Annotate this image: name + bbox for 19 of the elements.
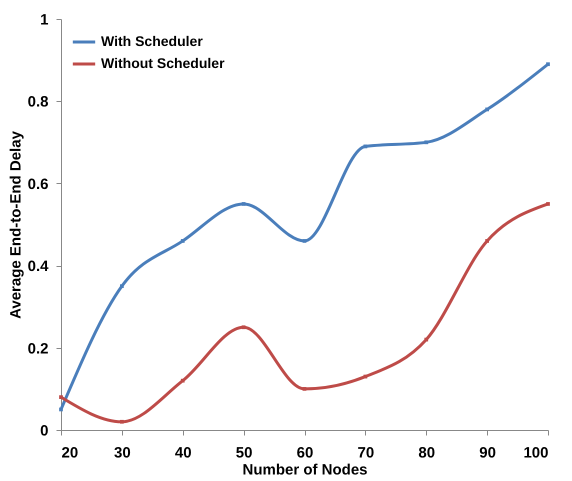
x-tick-label: 30 <box>114 444 131 462</box>
y-tick-label: 0 <box>40 422 48 440</box>
y-tick-label: 0.8 <box>28 94 48 111</box>
legend-label: Without Scheduler <box>101 55 226 71</box>
x-tick-label: 60 <box>296 444 314 462</box>
x-tick-label: 90 <box>479 444 496 462</box>
y-tick-label: 0.4 <box>28 258 50 276</box>
y-axis-title: Average End-to-End Delay <box>8 130 25 319</box>
x-tick-label: 40 <box>174 444 192 462</box>
y-tick-label: 0.6 <box>28 176 48 193</box>
x-tick-label: 20 <box>62 444 78 462</box>
x-tick-label: 80 <box>418 444 436 462</box>
y-tick-label: 1 <box>40 12 48 28</box>
legend-label: With Scheduler <box>101 33 204 49</box>
x-tick-label: 100 <box>523 444 548 462</box>
x-tick-label: 50 <box>236 444 252 462</box>
x-axis-title: Number of Nodes <box>242 462 368 478</box>
y-tick-label: 0.2 <box>28 340 48 358</box>
x-tick-label: 70 <box>358 444 374 462</box>
